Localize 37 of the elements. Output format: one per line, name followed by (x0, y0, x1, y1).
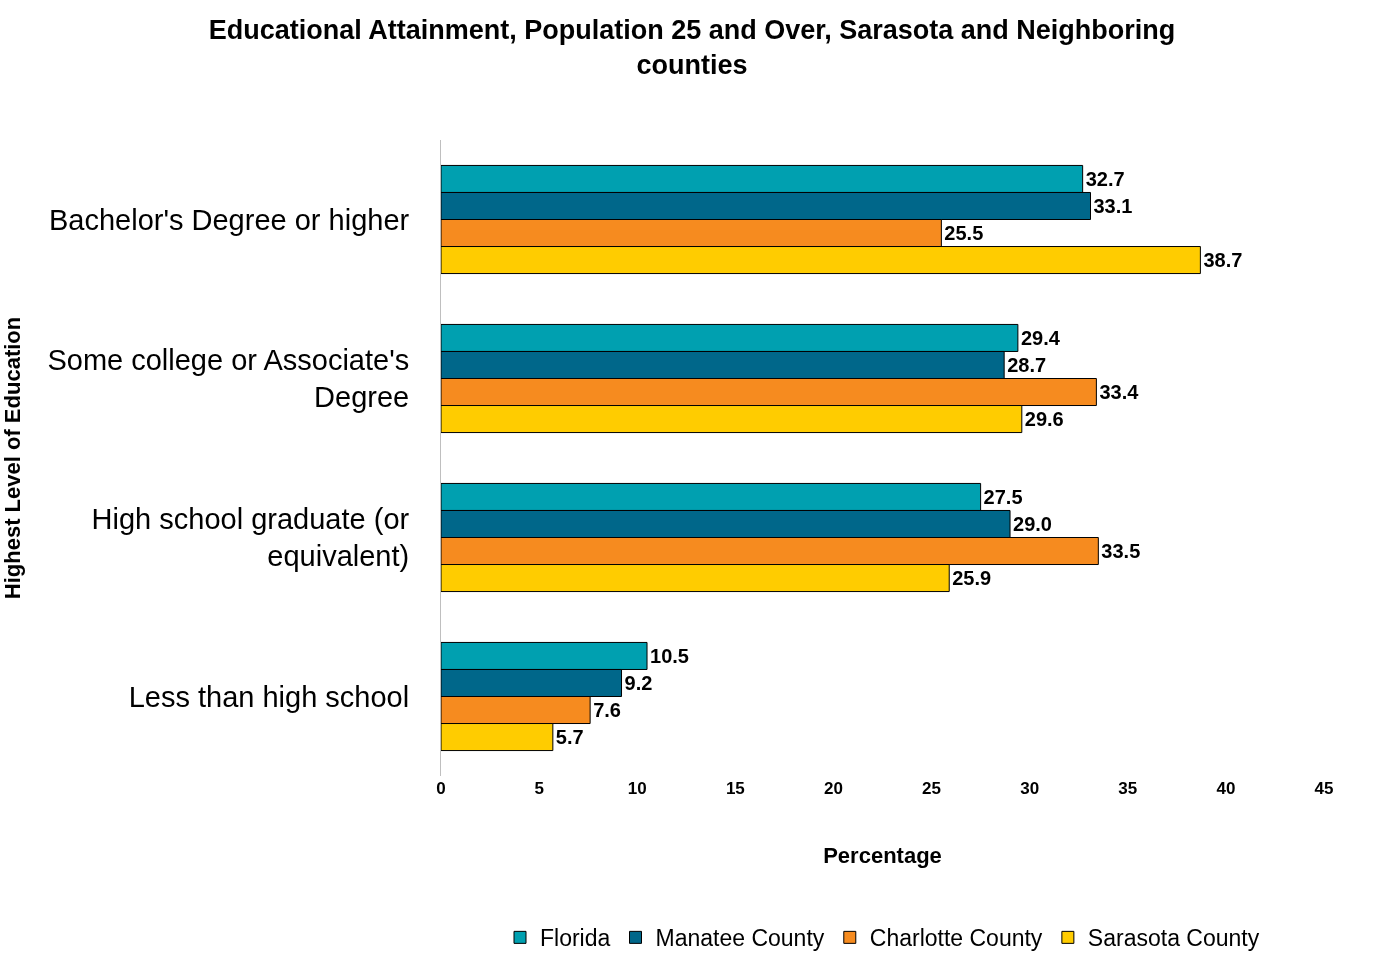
legend-label: Charlotte County (869, 925, 1043, 952)
x-tick-label: 40 (1216, 779, 1236, 798)
y-tick-label: Less than high school (128, 680, 410, 713)
data-label: 10.5 (650, 644, 689, 667)
data-label: 27.5 (983, 485, 1023, 508)
data-label: 25.9 (952, 567, 992, 590)
data-label: 29.6 (1024, 408, 1064, 431)
data-label: 25.5 (944, 222, 984, 245)
x-tick-label: 30 (1020, 779, 1040, 798)
x-axis-title: Percentage (823, 842, 942, 868)
x-tick-label: 25 (922, 779, 942, 798)
y-tick-label: Bachelor's Degree or higher (49, 203, 410, 236)
data-label: 33.4 (1099, 381, 1140, 404)
legend-label: Manatee County (655, 925, 825, 952)
data-label: 33.1 (1093, 194, 1133, 217)
legend-label: Florida (540, 925, 611, 952)
x-tick-label: 10 (627, 779, 647, 798)
data-label: 33.5 (1101, 540, 1141, 563)
x-tick-label: 0 (436, 779, 446, 798)
x-tick-label: 20 (823, 779, 843, 798)
data-label: 29.0 (1013, 512, 1052, 535)
data-label: 28.7 (1007, 353, 1047, 376)
x-tick-label: 35 (1118, 779, 1138, 798)
y-tick-label: High school graduate (or equivalent) (91, 502, 410, 573)
data-label: 9.2 (624, 671, 653, 694)
data-label: 7.6 (593, 699, 621, 722)
data-label: 32.7 (1085, 167, 1125, 190)
x-tick-label: 45 (1314, 779, 1334, 798)
y-axis-title: Highest Level of Education (0, 316, 26, 600)
data-label: 5.7 (555, 726, 584, 749)
x-tick-label: 5 (534, 779, 544, 798)
y-tick-label: Some college or Associate's Degree (47, 343, 410, 414)
legend-label: Sarasota County (1087, 925, 1260, 952)
data-label: 38.7 (1203, 249, 1243, 272)
chart-title: Educational Attainment, Population 25 and Over, Sarasota and Neighboring counties (208, 14, 1176, 80)
x-tick-label: 15 (725, 779, 745, 798)
data-label: 29.4 (1020, 326, 1061, 349)
